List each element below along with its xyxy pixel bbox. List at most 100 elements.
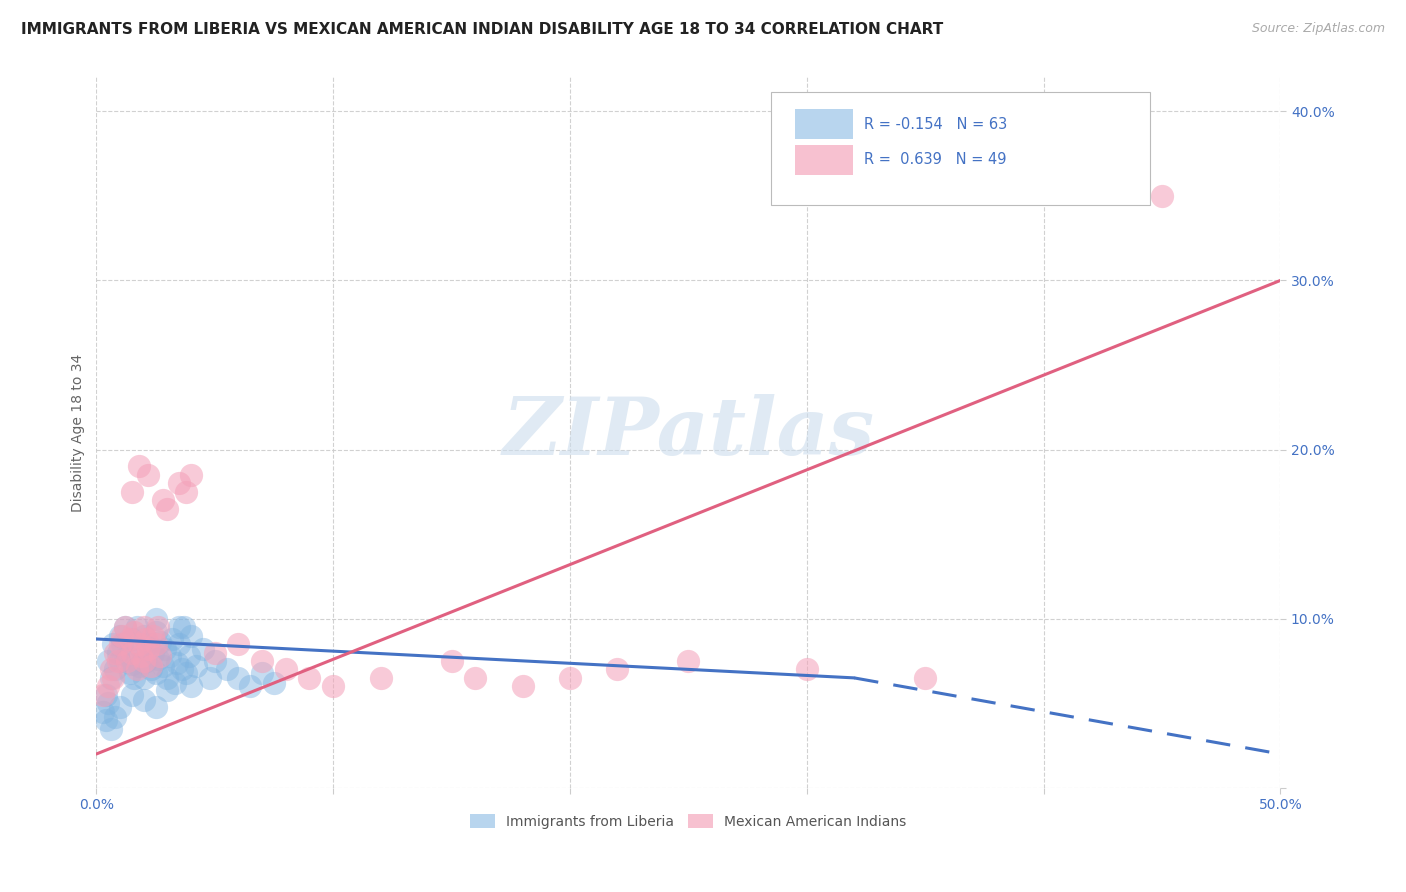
Point xyxy=(228,671,250,685)
Point xyxy=(104,710,127,724)
Point xyxy=(121,484,143,499)
Point xyxy=(152,659,174,673)
Point xyxy=(1150,189,1173,203)
Text: IMMIGRANTS FROM LIBERIA VS MEXICAN AMERICAN INDIAN DISABILITY AGE 18 TO 34 CORRE: IMMIGRANTS FROM LIBERIA VS MEXICAN AMERI… xyxy=(21,22,943,37)
Point xyxy=(108,629,131,643)
Point xyxy=(142,646,165,660)
Point xyxy=(107,654,129,668)
Point xyxy=(263,676,285,690)
Point xyxy=(100,662,122,676)
Point xyxy=(152,493,174,508)
Point xyxy=(139,659,162,673)
Point xyxy=(138,467,160,482)
Point xyxy=(370,671,392,685)
Point xyxy=(142,629,165,643)
Point xyxy=(138,642,160,657)
Point xyxy=(191,642,214,657)
Point xyxy=(678,654,700,668)
Point xyxy=(160,632,183,646)
Point xyxy=(132,620,155,634)
Point xyxy=(132,654,155,668)
Point xyxy=(131,648,153,663)
Point xyxy=(121,632,143,646)
Point xyxy=(94,713,117,727)
Point xyxy=(176,484,198,499)
Point xyxy=(128,659,150,673)
Point xyxy=(606,662,628,676)
Text: ZIPatlas: ZIPatlas xyxy=(502,394,875,471)
Text: R = -0.154   N = 63: R = -0.154 N = 63 xyxy=(863,117,1007,132)
Point xyxy=(274,662,297,676)
Point xyxy=(107,646,129,660)
Point xyxy=(111,637,134,651)
Point xyxy=(146,620,169,634)
Point xyxy=(97,654,120,668)
Point xyxy=(512,679,534,693)
Point xyxy=(204,646,226,660)
Point xyxy=(180,467,202,482)
Point xyxy=(177,648,200,663)
Point xyxy=(132,693,155,707)
Point xyxy=(145,612,167,626)
Point xyxy=(145,637,167,651)
FancyBboxPatch shape xyxy=(794,110,853,139)
Point xyxy=(125,620,148,634)
Text: R =  0.639   N = 49: R = 0.639 N = 49 xyxy=(863,153,1007,168)
Point xyxy=(145,625,167,640)
Point xyxy=(139,662,162,676)
Point xyxy=(118,632,141,646)
Point xyxy=(914,671,936,685)
Point xyxy=(122,671,145,685)
Point xyxy=(796,662,818,676)
Point xyxy=(101,637,124,651)
Point xyxy=(135,654,157,668)
Point xyxy=(464,671,486,685)
Point xyxy=(135,632,157,646)
Point xyxy=(100,722,122,736)
Point xyxy=(122,625,145,640)
Point xyxy=(121,657,143,672)
Point xyxy=(93,688,115,702)
Point xyxy=(153,642,176,657)
Point xyxy=(100,671,122,685)
Point xyxy=(215,662,238,676)
Y-axis label: Disability Age 18 to 34: Disability Age 18 to 34 xyxy=(72,353,86,512)
Point xyxy=(167,620,190,634)
Point xyxy=(173,620,195,634)
Point xyxy=(118,665,141,680)
Point xyxy=(167,637,190,651)
Point xyxy=(440,654,463,668)
Point xyxy=(176,665,198,680)
Point xyxy=(322,679,344,693)
Point xyxy=(145,665,167,680)
Point xyxy=(198,671,221,685)
Legend: Immigrants from Liberia, Mexican American Indians: Immigrants from Liberia, Mexican America… xyxy=(464,808,912,834)
Point xyxy=(125,662,148,676)
FancyBboxPatch shape xyxy=(772,92,1150,205)
Point xyxy=(250,665,273,680)
Point xyxy=(145,699,167,714)
Point xyxy=(149,635,172,649)
Point xyxy=(131,642,153,657)
Point xyxy=(111,629,134,643)
Point xyxy=(239,679,262,693)
Point xyxy=(298,671,321,685)
Point xyxy=(97,679,120,693)
Point xyxy=(180,629,202,643)
Point xyxy=(108,637,131,651)
Point xyxy=(101,671,124,685)
Point xyxy=(180,679,202,693)
Point xyxy=(170,662,193,676)
Point xyxy=(115,648,138,663)
Point xyxy=(132,671,155,685)
Point xyxy=(121,646,143,660)
Point xyxy=(156,682,179,697)
Point xyxy=(93,705,115,719)
Point xyxy=(558,671,581,685)
Point xyxy=(132,629,155,643)
Point xyxy=(94,688,117,702)
Point xyxy=(97,696,120,710)
FancyBboxPatch shape xyxy=(794,145,853,175)
Point xyxy=(108,654,131,668)
Point xyxy=(156,501,179,516)
